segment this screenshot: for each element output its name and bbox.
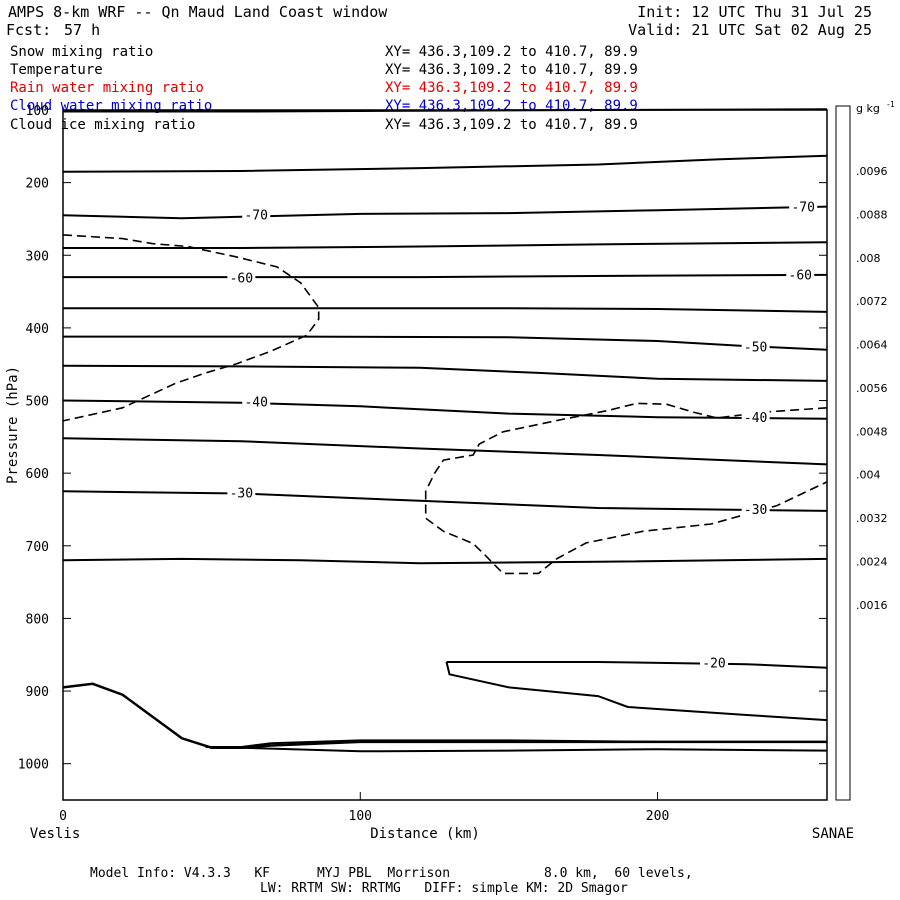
field-xy: XY= 436.3,109.2 to 410.7, 89.9	[385, 44, 638, 60]
colorbar-tick-label: .0056	[856, 382, 888, 395]
field-name: Temperature	[10, 62, 103, 78]
field-xy: XY= 436.3,109.2 to 410.7, 89.9	[385, 117, 638, 133]
contour-label: -50	[744, 341, 767, 356]
isotherm-line	[241, 746, 828, 753]
x-tick-label: 100	[349, 809, 372, 824]
contour-label-bg	[227, 485, 256, 500]
y-tick-label: 500	[26, 395, 49, 410]
y-tick-label: 900	[26, 685, 49, 700]
field-name: Snow mixing ratio	[10, 44, 154, 60]
init-time: Init: 12 UTC Thu 31 Jul 25	[637, 3, 872, 21]
colorbar-unit-exponent: -1	[887, 100, 895, 109]
isotherm-line	[63, 335, 828, 351]
cloud-ice-contour	[424, 402, 828, 575]
colorbar-tick-label: .0096	[856, 165, 888, 178]
colorbar-tick-label: .0064	[856, 339, 888, 352]
isotherm-line	[62, 557, 828, 565]
field-xy: XY= 436.3,109.2 to 410.7, 89.9	[385, 80, 638, 96]
y-tick-label: 800	[26, 612, 49, 627]
cloud-ice-contour	[62, 234, 320, 422]
forecast-label: Fcst:	[6, 21, 52, 39]
y-tick-label: 600	[26, 467, 49, 482]
colorbar-tick-label: .0024	[856, 555, 888, 568]
contour-label-bg	[700, 655, 729, 670]
contour-label: -30	[230, 486, 253, 501]
x-tick-label: 200	[646, 809, 669, 824]
isotherm-line	[445, 661, 828, 722]
field-name: Cloud ice mixing ratio	[10, 117, 196, 133]
isotherm-line	[62, 364, 828, 382]
isotherm-line	[446, 661, 828, 669]
contour-label-bg	[786, 267, 815, 282]
contour-label: -40	[744, 411, 767, 426]
x-tick-label: 0	[59, 809, 67, 824]
contour-label: -60	[789, 269, 812, 284]
terrain-line	[62, 682, 827, 749]
contour-label: -70	[244, 208, 267, 223]
colorbar-unit: g kg	[856, 102, 880, 115]
y-tick-label: 700	[26, 540, 49, 555]
y-tick-label: 300	[26, 249, 49, 264]
field-name: Rain water mixing ratio	[10, 80, 204, 96]
y-tick-label: 200	[26, 177, 49, 192]
contour-label: -30	[744, 503, 767, 518]
colorbar-frame	[835, 105, 851, 801]
isotherm-line	[62, 399, 828, 420]
colorbar-tick-label: .004	[856, 469, 881, 482]
y-axis-label: Pressure (hPa)	[5, 366, 21, 484]
valid-time: Valid: 21 UTC Sat 02 Aug 25	[628, 21, 872, 39]
contour-label-bg	[741, 339, 770, 354]
colorbar-tick-label: .0016	[856, 599, 888, 612]
model-info-line1: Model Info: V4.3.3 KF MYJ PBL Morrison 8…	[90, 866, 693, 881]
colorbar-tick-label: .0032	[856, 512, 888, 525]
contour-label-bg	[242, 207, 271, 222]
field-xy: XY= 436.3,109.2 to 410.7, 89.9	[385, 62, 638, 78]
contour-label-bg	[242, 394, 271, 409]
contour-label: -40	[244, 396, 267, 411]
colorbar-tick-label: .008	[856, 252, 881, 265]
isotherm-line	[62, 154, 828, 173]
contour-label: -20	[702, 656, 725, 671]
isotherm-line	[63, 307, 828, 313]
isotherm-line	[62, 490, 828, 512]
y-tick-label: 400	[26, 322, 49, 337]
contour-label: -70	[791, 200, 814, 215]
isotherm-line	[62, 205, 828, 220]
colorbar-tick-label: .0088	[856, 208, 888, 221]
x-start-label: Veslis	[30, 826, 81, 842]
colorbar-tick-label: .0048	[856, 425, 888, 438]
y-tick-label: 1000	[18, 758, 49, 773]
forecast-hours: 57 h	[64, 21, 101, 39]
colorbar-tick-label: .0072	[856, 295, 888, 308]
contour-label-bg	[741, 502, 770, 517]
y-tick-label: 100	[26, 104, 49, 119]
contour-label: -60	[230, 272, 253, 287]
x-end-label: SANAE	[812, 826, 854, 842]
chart-title: AMPS 8-km WRF -- Qn Maud Land Coast wind…	[8, 3, 388, 21]
contour-label-bg	[741, 409, 770, 424]
x-axis-label: Distance (km)	[370, 826, 480, 842]
isotherm-line	[63, 273, 828, 279]
isotherm-line	[63, 241, 828, 249]
contour-label-bg	[789, 199, 818, 214]
contour-label-bg	[227, 270, 256, 285]
plot-frame	[62, 109, 828, 801]
model-info-line2: LW: RRTM SW: RRTMG DIFF: simple KM: 2D S…	[260, 881, 628, 896]
isotherm-line	[62, 437, 828, 466]
